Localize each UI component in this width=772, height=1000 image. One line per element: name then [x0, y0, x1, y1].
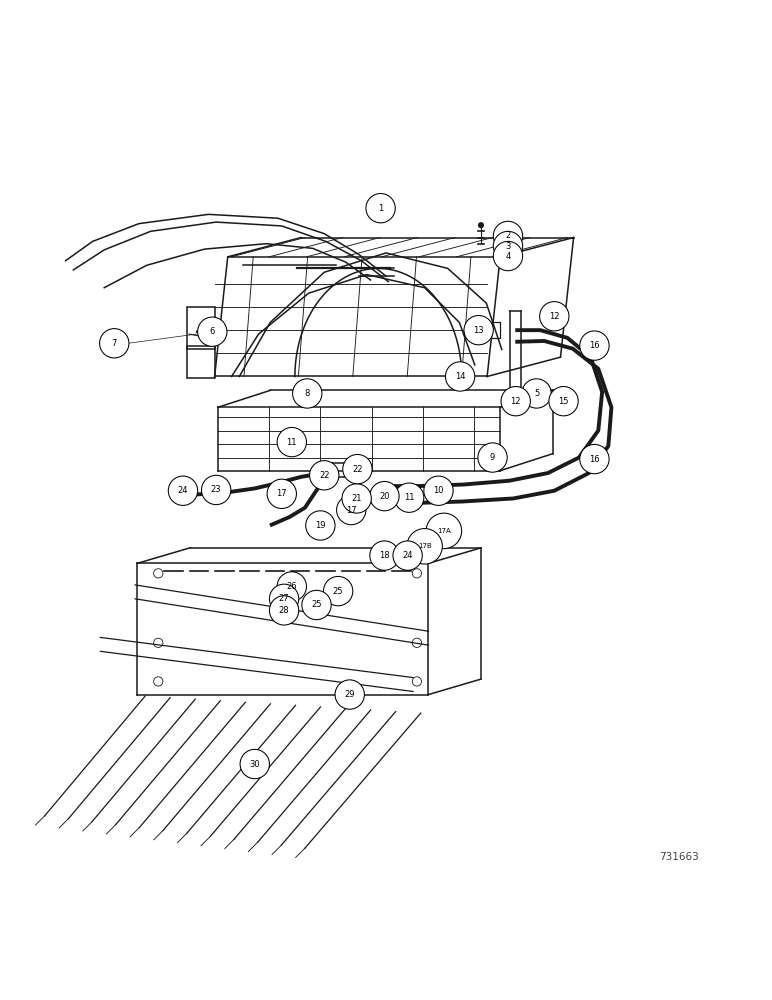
- Text: 13: 13: [473, 326, 484, 335]
- Text: 9: 9: [490, 453, 495, 462]
- Text: 11: 11: [286, 438, 297, 447]
- Circle shape: [335, 680, 364, 709]
- Circle shape: [366, 194, 395, 223]
- Circle shape: [277, 572, 306, 601]
- Text: 2: 2: [506, 231, 510, 240]
- Text: 4: 4: [506, 252, 510, 261]
- Text: 12: 12: [549, 312, 560, 321]
- Circle shape: [100, 329, 129, 358]
- Text: 29: 29: [344, 690, 355, 699]
- Text: 6: 6: [210, 327, 215, 336]
- Circle shape: [293, 379, 322, 408]
- Text: 17: 17: [276, 489, 287, 498]
- Circle shape: [424, 476, 453, 505]
- Circle shape: [310, 461, 339, 490]
- Circle shape: [501, 387, 530, 416]
- Circle shape: [464, 315, 493, 345]
- Circle shape: [522, 379, 551, 408]
- Text: 21: 21: [351, 494, 362, 503]
- Circle shape: [337, 495, 366, 525]
- Text: 11: 11: [404, 493, 415, 502]
- Circle shape: [277, 427, 306, 457]
- Circle shape: [478, 443, 507, 472]
- Circle shape: [323, 576, 353, 606]
- Circle shape: [342, 484, 371, 513]
- Text: 23: 23: [211, 485, 222, 494]
- Circle shape: [580, 444, 609, 474]
- Text: 22: 22: [319, 471, 330, 480]
- Text: 25: 25: [311, 600, 322, 609]
- Text: 22: 22: [352, 465, 363, 474]
- Circle shape: [580, 331, 609, 360]
- Text: 19: 19: [315, 521, 326, 530]
- Circle shape: [426, 513, 462, 549]
- Text: 731663: 731663: [659, 852, 699, 862]
- Circle shape: [393, 541, 422, 570]
- Circle shape: [549, 387, 578, 416]
- Text: 27: 27: [279, 594, 290, 603]
- Text: 8: 8: [305, 389, 310, 398]
- Text: 17A: 17A: [437, 528, 451, 534]
- Circle shape: [269, 596, 299, 625]
- Circle shape: [370, 481, 399, 511]
- Text: 15: 15: [558, 397, 569, 406]
- Text: 7: 7: [112, 339, 117, 348]
- Circle shape: [168, 476, 198, 505]
- Circle shape: [445, 362, 475, 391]
- Text: 17: 17: [346, 506, 357, 515]
- Circle shape: [540, 302, 569, 331]
- Text: 28: 28: [279, 606, 290, 615]
- Text: 14: 14: [455, 372, 466, 381]
- Text: 25: 25: [333, 587, 344, 596]
- Text: 18: 18: [379, 551, 390, 560]
- Circle shape: [493, 231, 523, 261]
- Text: 30: 30: [249, 760, 260, 769]
- Circle shape: [493, 241, 523, 271]
- Text: 1: 1: [378, 204, 383, 213]
- Text: 12: 12: [510, 397, 521, 406]
- Text: 17B: 17B: [418, 543, 432, 549]
- Text: 16: 16: [589, 455, 600, 464]
- Circle shape: [493, 221, 523, 251]
- Circle shape: [302, 590, 331, 620]
- Circle shape: [269, 584, 299, 613]
- Text: 24: 24: [402, 551, 413, 560]
- Circle shape: [201, 475, 231, 505]
- Circle shape: [370, 541, 399, 570]
- Circle shape: [394, 483, 424, 512]
- Circle shape: [240, 749, 269, 779]
- Text: 24: 24: [178, 486, 188, 495]
- Circle shape: [343, 454, 372, 484]
- Text: 3: 3: [506, 242, 510, 251]
- Circle shape: [267, 479, 296, 508]
- Text: 5: 5: [534, 389, 539, 398]
- Circle shape: [198, 317, 227, 346]
- Text: 10: 10: [433, 486, 444, 495]
- Text: 16: 16: [589, 341, 600, 350]
- Text: 20: 20: [379, 492, 390, 501]
- Circle shape: [407, 529, 442, 564]
- Text: 26: 26: [286, 582, 297, 591]
- Circle shape: [478, 222, 484, 228]
- Circle shape: [306, 511, 335, 540]
